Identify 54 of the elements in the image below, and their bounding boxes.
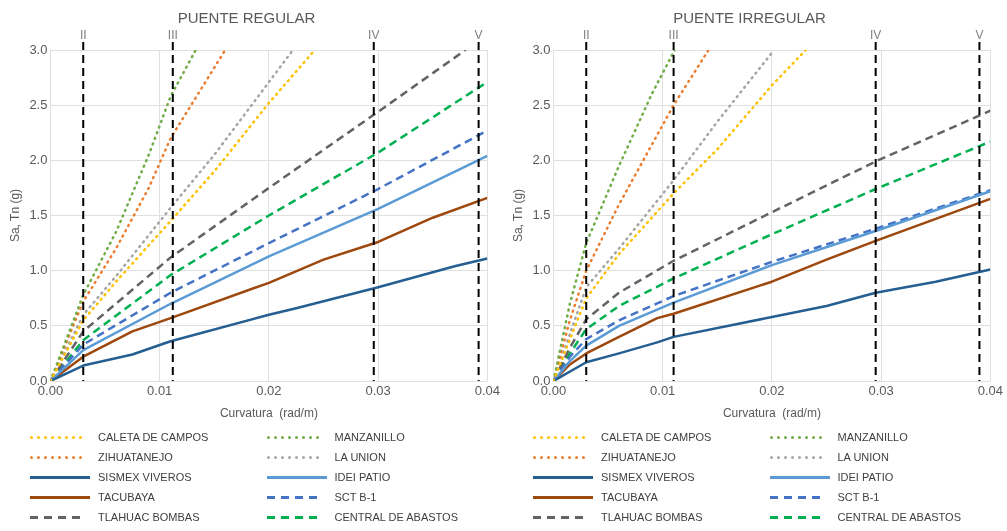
legend-label: TACUBAYA bbox=[98, 491, 155, 503]
legend-label: SCT B-1 bbox=[334, 491, 377, 503]
x-tick-label: 0.01 bbox=[650, 383, 676, 399]
legend-label: SISMEX VIVEROS bbox=[98, 471, 192, 483]
y-tick-label: 0.5 bbox=[532, 317, 551, 333]
legend-label: MANZANILLO bbox=[334, 431, 405, 443]
y-tick-label: 0.5 bbox=[29, 317, 48, 333]
legend-label: LA UNION bbox=[837, 451, 889, 463]
legend-label: IDEI PATIO bbox=[837, 471, 894, 483]
legend-label: IDEI PATIO bbox=[334, 471, 391, 483]
legend-label: ZIHUATANEJO bbox=[601, 451, 676, 463]
legend-label: ZIHUATANEJO bbox=[98, 451, 173, 463]
legend-label: SISMEX VIVEROS bbox=[601, 471, 695, 483]
legend-label: LA UNION bbox=[334, 451, 386, 463]
x-tick-label: 0.02 bbox=[256, 383, 282, 399]
x-tick-label: 0.02 bbox=[759, 383, 785, 399]
y-axis-title: Sa, Tn (g) bbox=[510, 188, 525, 243]
ref-line-label: IV bbox=[870, 28, 882, 43]
legend-label: CALETA DE CAMPOS bbox=[98, 431, 209, 443]
x-tick-label: 0.04 bbox=[474, 383, 501, 399]
legend-label: TLAHUAC BOMBAS bbox=[98, 511, 200, 523]
ref-line-label: V bbox=[474, 28, 483, 43]
chart-title: PUENTE IRREGULAR bbox=[673, 9, 826, 27]
y-axis-title: Sa, Tn (g) bbox=[7, 188, 22, 243]
y-tick-label: 2.0 bbox=[532, 151, 551, 167]
y-tick-label: 1.0 bbox=[532, 262, 551, 278]
y-tick-label: 2.5 bbox=[532, 96, 551, 112]
legend-label: CENTRAL DE ABASTOS bbox=[334, 511, 458, 523]
chart-title: PUENTE REGULAR bbox=[177, 9, 316, 27]
ref-line-label: III bbox=[167, 28, 178, 43]
ref-line-label: IV bbox=[368, 28, 380, 43]
x-axis-title: Curvatura (rad/m) bbox=[722, 406, 821, 421]
ref-line-label: V bbox=[975, 28, 984, 43]
x-tick-label: 0.03 bbox=[365, 383, 391, 399]
y-tick-label: 3.0 bbox=[532, 41, 551, 57]
legend-label: SCT B-1 bbox=[837, 491, 880, 503]
legend-label: CENTRAL DE ABASTOS bbox=[837, 511, 961, 523]
legend-label: CALETA DE CAMPOS bbox=[601, 431, 712, 443]
ref-line-label: III bbox=[668, 28, 679, 43]
legend-label: TLAHUAC BOMBAS bbox=[601, 511, 703, 523]
y-tick-label: 2.0 bbox=[29, 151, 48, 167]
y-tick-label: 1.5 bbox=[29, 207, 48, 223]
ref-line-label: II bbox=[79, 28, 87, 43]
x-tick-label: 0.01 bbox=[147, 383, 173, 399]
y-tick-label: 3.0 bbox=[29, 41, 48, 57]
y-tick-label: 1.0 bbox=[29, 262, 48, 278]
y-tick-label: 1.5 bbox=[532, 207, 551, 223]
legend-label: TACUBAYA bbox=[601, 491, 658, 503]
x-axis-title: Curvatura (rad/m) bbox=[219, 406, 318, 421]
ref-line-label: II bbox=[582, 28, 590, 43]
x-tick-label: 0.03 bbox=[868, 383, 894, 399]
legend-label: MANZANILLO bbox=[837, 431, 908, 443]
x-tick-label: 0.04 bbox=[977, 383, 1004, 399]
y-tick-label: 2.5 bbox=[29, 96, 48, 112]
